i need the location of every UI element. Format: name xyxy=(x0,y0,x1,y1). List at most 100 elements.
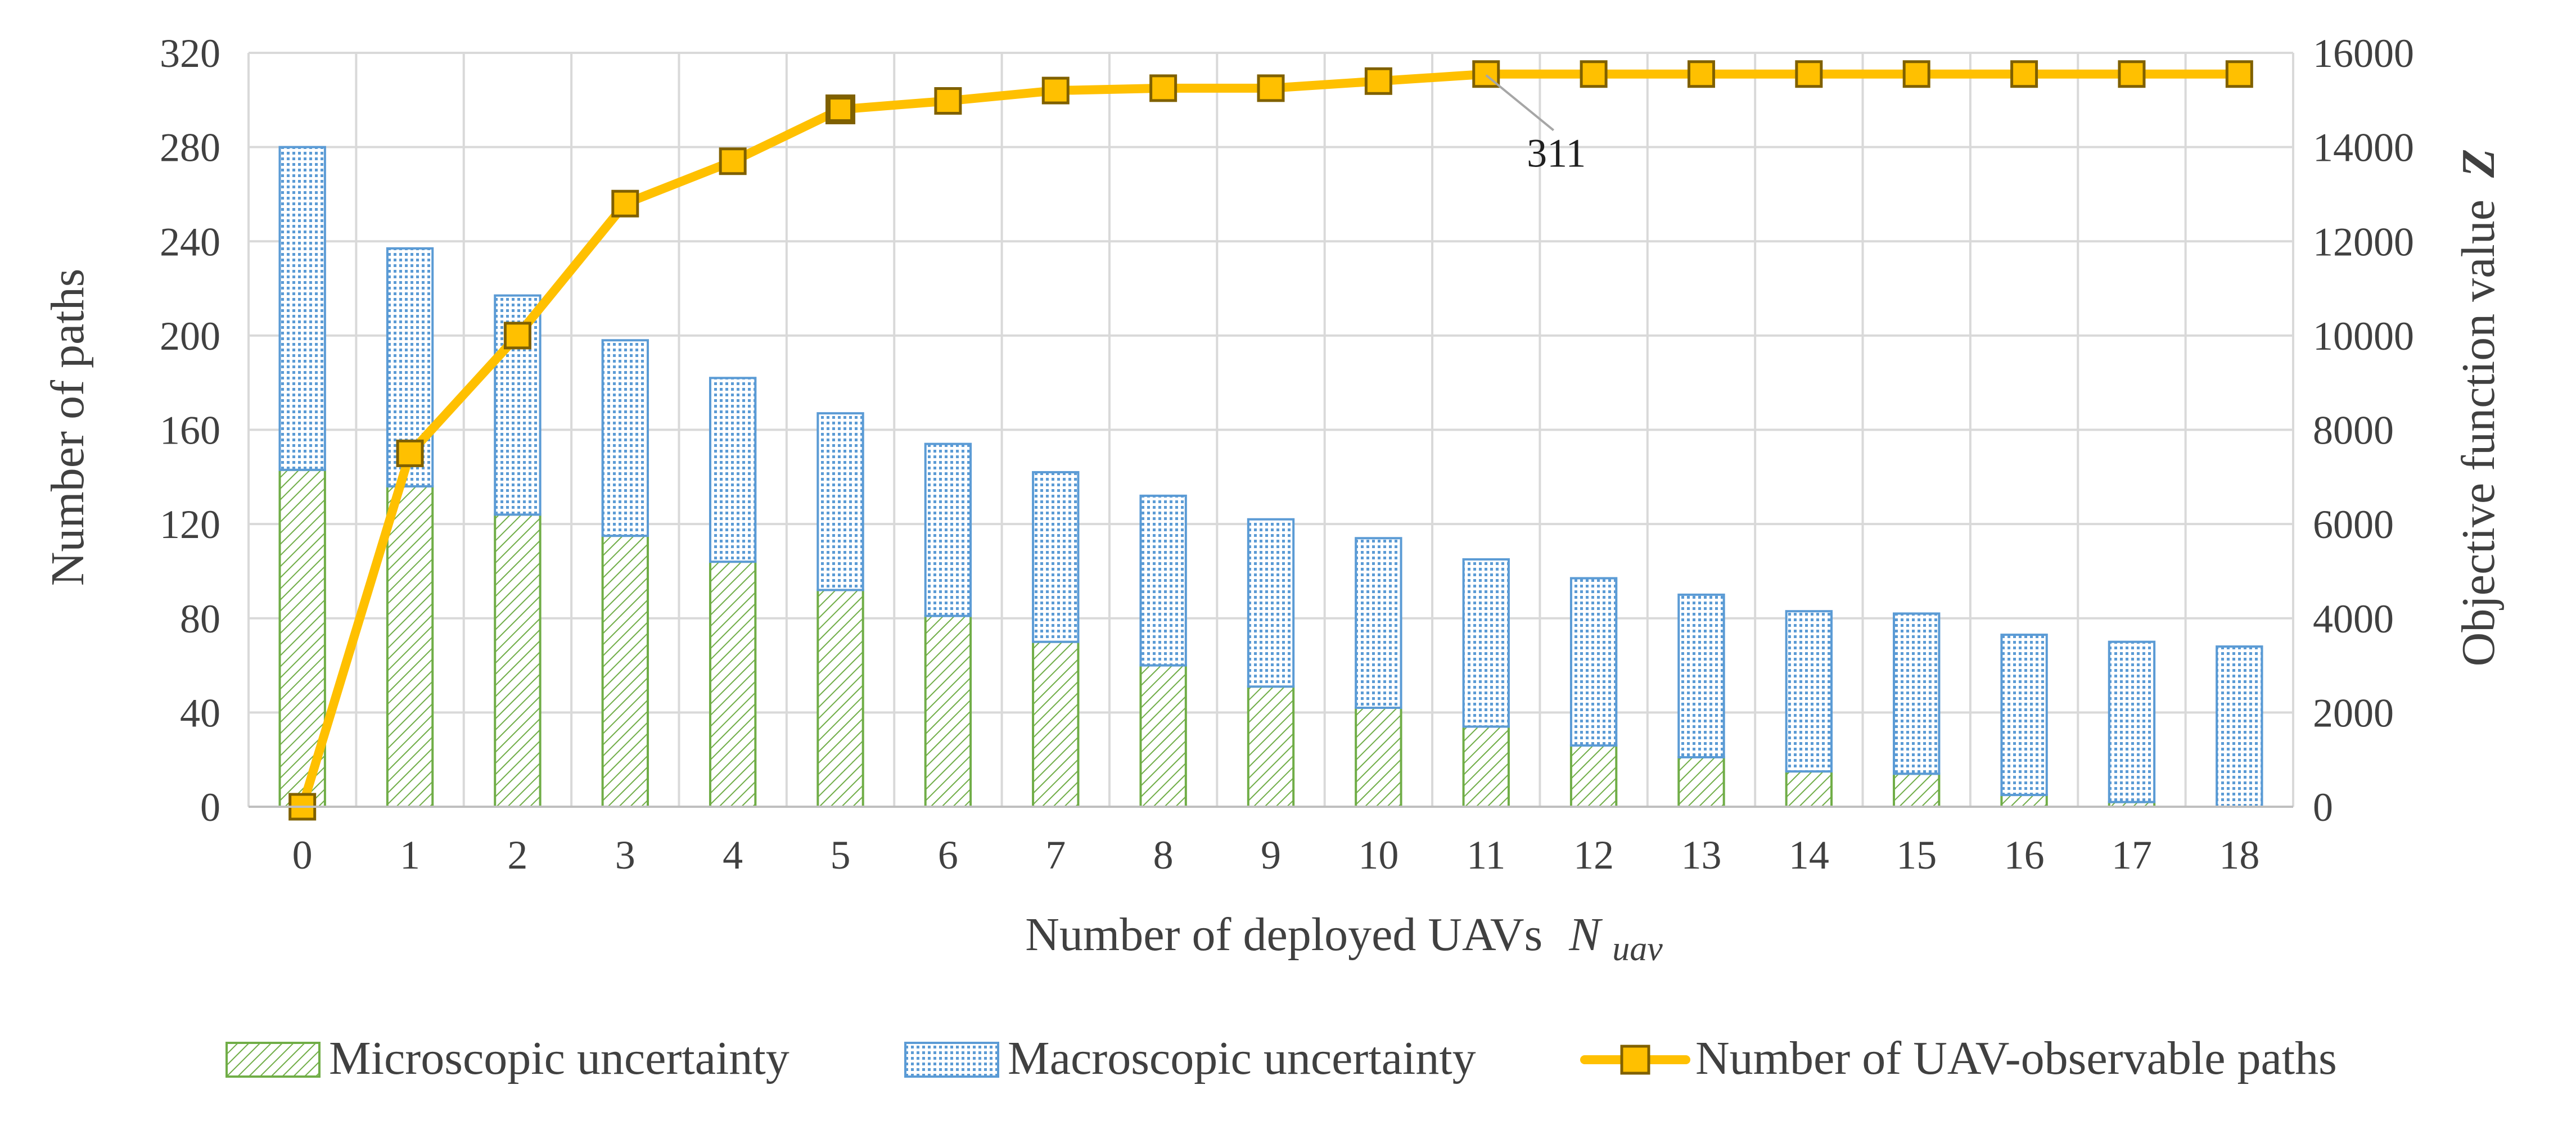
x-tick-label-15: 15 xyxy=(1896,833,1937,878)
x-axis-title-text: Number of deployed UAVs xyxy=(1025,908,1542,961)
bar-micro-13 xyxy=(1677,756,1725,808)
x-tick-label-9: 9 xyxy=(1261,833,1281,878)
line-marker-6 xyxy=(934,87,962,115)
x-tick-label-17: 17 xyxy=(2112,833,2152,878)
line-marker-5 xyxy=(825,94,856,125)
bar-macro-3 xyxy=(601,339,649,537)
line-marker-3 xyxy=(611,189,639,218)
x-tick-label-7: 7 xyxy=(1045,833,1066,878)
line-marker-7 xyxy=(1041,76,1070,105)
legend-item-micro: Microscopic uncertainty xyxy=(225,1032,790,1084)
bar-macro-15 xyxy=(1893,612,1941,775)
bar-macro-9 xyxy=(1247,518,1295,688)
y-tick-label: 120 xyxy=(160,502,220,547)
axes: 0408012016020024028032002000400060008000… xyxy=(160,31,2414,878)
y2-tick-label: 4000 xyxy=(2313,596,2394,641)
bar-micro-3 xyxy=(601,535,649,808)
bar-micro-1 xyxy=(386,485,434,808)
bar-micro-15 xyxy=(1893,772,1941,808)
bar-micro-6 xyxy=(924,614,972,808)
bar-micro-5 xyxy=(816,589,864,808)
bar-micro-4 xyxy=(709,561,757,808)
objective-line xyxy=(288,60,2253,821)
x-tick-label-1: 1 xyxy=(400,833,420,878)
bar-micro-2 xyxy=(494,513,542,808)
bar-macro-13 xyxy=(1677,593,1725,758)
line-marker-2 xyxy=(503,322,531,350)
bar-micro-7 xyxy=(1032,640,1080,808)
x-tick-label-12: 12 xyxy=(1573,833,1614,878)
y-tick-label: 160 xyxy=(160,408,220,453)
y-axis-title: Number of paths xyxy=(42,269,94,586)
bar-micro-9 xyxy=(1247,685,1295,808)
x-tick-label-6: 6 xyxy=(938,833,958,878)
x-tick-label-18: 18 xyxy=(2219,833,2259,878)
bar-micro-11 xyxy=(1462,725,1510,808)
legend-swatch-macro xyxy=(904,1042,999,1078)
line-marker-9 xyxy=(1257,74,1285,102)
y-tick-label: 280 xyxy=(160,125,220,170)
x-axis-title-symbol: N xyxy=(1568,908,1603,961)
annotation-leader xyxy=(1485,74,1555,132)
x-tick-label-3: 3 xyxy=(615,833,635,878)
legend-label-line: Number of UAV-observable paths xyxy=(1695,1032,2337,1084)
bar-micro-8 xyxy=(1139,664,1187,808)
line-marker-17 xyxy=(2118,60,2146,88)
bar-macro-18 xyxy=(2216,645,2263,808)
x-axis-title: Number of deployed UAVs N uav xyxy=(1025,908,1663,968)
bar-macro-17 xyxy=(2108,640,2156,803)
y2-tick-label: 14000 xyxy=(2313,125,2414,170)
bar-macro-6 xyxy=(924,442,972,617)
x-tick-label-11: 11 xyxy=(1467,833,1505,878)
bar-micro-14 xyxy=(1785,770,1833,808)
y2-axis-title: Objective function value Z xyxy=(2452,149,2505,667)
x-tick-label-10: 10 xyxy=(1358,833,1398,878)
bar-micro-0 xyxy=(278,468,326,808)
y-tick-label: 320 xyxy=(160,31,220,76)
line-marker-8 xyxy=(1149,74,1178,102)
bar-macro-10 xyxy=(1355,537,1402,709)
gridlines xyxy=(247,52,2294,808)
bar-macro-14 xyxy=(1785,610,1833,773)
y-tick-label: 240 xyxy=(160,219,220,264)
y2-tick-label: 16000 xyxy=(2313,31,2414,76)
annotation: 311 xyxy=(1485,74,1586,176)
bar-macro-5 xyxy=(816,412,864,591)
legend-swatch-line-marker xyxy=(1620,1045,1650,1075)
x-tick-label-8: 8 xyxy=(1153,833,1174,878)
bar-macro-12 xyxy=(1569,577,1618,747)
line-marker-18 xyxy=(2225,60,2253,88)
line-marker-15 xyxy=(1902,60,1930,88)
y2-tick-label: 12000 xyxy=(2313,219,2414,264)
bar-macro-0 xyxy=(278,146,326,471)
y2-tick-label: 2000 xyxy=(2313,690,2394,735)
bar-macro-11 xyxy=(1462,558,1510,728)
y-tick-label: 0 xyxy=(200,785,220,830)
x-tick-label-0: 0 xyxy=(292,833,313,878)
line-marker-16 xyxy=(2010,60,2038,88)
bar-macro-4 xyxy=(709,377,757,563)
legend-label-macro: Macroscopic uncertainty xyxy=(1008,1032,1476,1084)
bars xyxy=(278,146,2263,808)
y2-tick-label: 6000 xyxy=(2313,502,2394,547)
x-tick-label-5: 5 xyxy=(831,833,851,878)
y-tick-label: 40 xyxy=(180,690,220,735)
y2-tick-label: 0 xyxy=(2313,785,2333,830)
bar-micro-16 xyxy=(2000,794,2048,808)
y2-axis-title-text: Objective function value xyxy=(2452,200,2505,666)
x-axis-title-subscript: uav xyxy=(1612,930,1663,968)
line-marker-14 xyxy=(1795,60,1823,88)
legend-swatch-micro xyxy=(225,1042,321,1078)
x-tick-label-14: 14 xyxy=(1789,833,1829,878)
line-marker-1 xyxy=(396,439,424,467)
line-marker-13 xyxy=(1687,60,1715,88)
y2-tick-label: 10000 xyxy=(2313,314,2414,359)
bar-macro-8 xyxy=(1139,494,1187,667)
bar-micro-12 xyxy=(1569,744,1618,808)
x-tick-label-16: 16 xyxy=(2004,833,2045,878)
y2-axis-title-symbol: Z xyxy=(2452,149,2505,178)
legend: Microscopic uncertainty Macroscopic unce… xyxy=(225,1032,2337,1084)
legend-item-line: Number of UAV-observable paths xyxy=(1580,1032,2337,1084)
